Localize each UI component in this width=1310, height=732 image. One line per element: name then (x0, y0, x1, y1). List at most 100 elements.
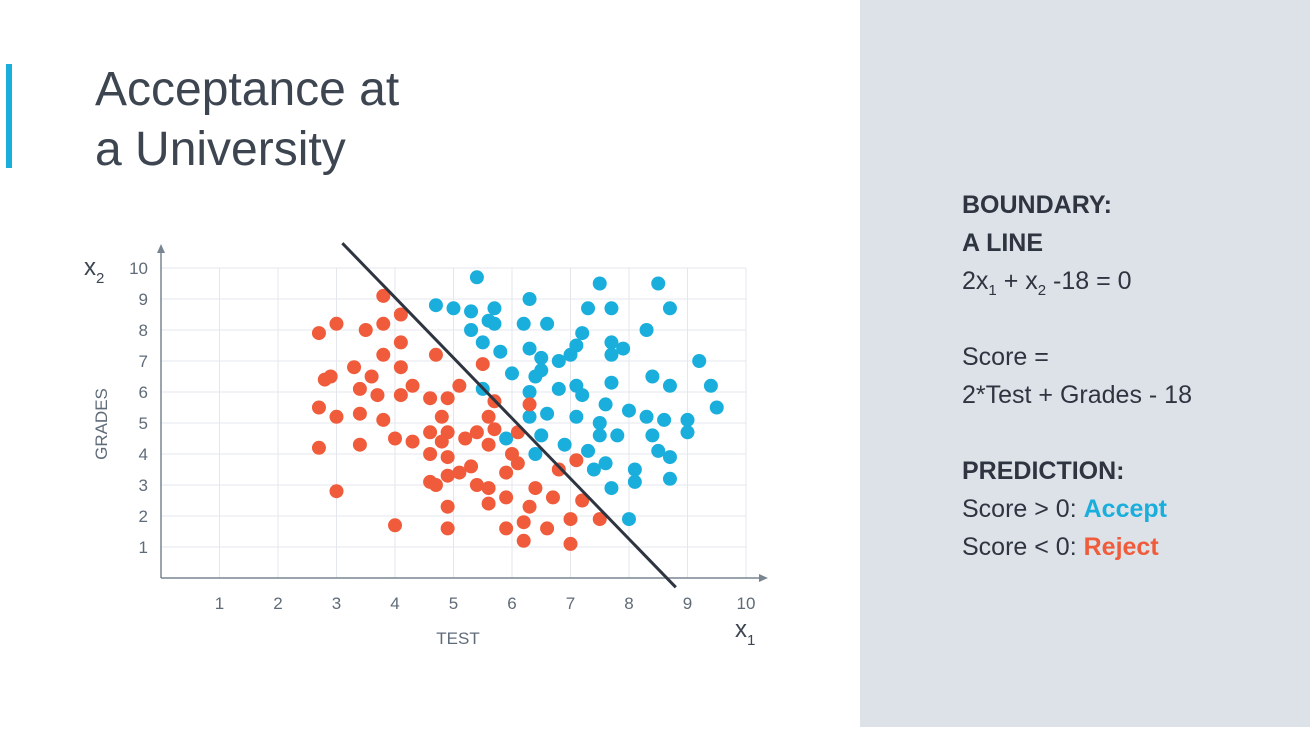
y-tick-label: 4 (139, 445, 148, 464)
x-tick-label: 3 (332, 594, 341, 613)
side-panel: BOUNDARY: A LINE 2x1 + x2 -18 = 0 Score … (860, 0, 1310, 727)
accept-point (703, 378, 718, 393)
accept-point (534, 428, 549, 443)
x-axis-symbol-sub: 1 (747, 632, 755, 649)
reject-point (393, 388, 408, 403)
accept-point (522, 385, 537, 399)
reject-point (428, 478, 443, 492)
reject-point (499, 490, 514, 505)
reject-point (464, 459, 479, 474)
y-tick-label: 8 (139, 321, 148, 340)
accept-point (622, 403, 636, 418)
accept-point (645, 428, 660, 443)
accept-point (639, 409, 654, 424)
reject-point (522, 397, 537, 412)
y-tick-label: 3 (139, 476, 148, 495)
reject-rule: Score < 0: Reject (962, 528, 1192, 566)
accept-point (469, 270, 484, 285)
x-tick-label: 4 (390, 594, 399, 613)
accept-rule: Score > 0: Accept (962, 490, 1192, 528)
y-axis-label: GRADES (92, 388, 111, 460)
reject-point (440, 521, 455, 536)
reject-point (388, 431, 402, 446)
accept-point (487, 316, 502, 331)
y-tick-label: 9 (139, 290, 148, 309)
title-line-2: a University (95, 123, 346, 176)
equation-term-3: -18 = 0 (1046, 267, 1132, 295)
reject-point (481, 437, 496, 452)
accept-point (680, 425, 695, 440)
accept-point (645, 369, 660, 384)
reject-point (440, 499, 455, 514)
accept-point (604, 347, 619, 362)
reject-point (516, 515, 531, 530)
reject-point (481, 409, 496, 424)
x-tick-label: 10 (737, 594, 756, 613)
reject-point (540, 521, 555, 536)
y-axis-symbol-base: x (84, 254, 96, 281)
reject-point (311, 400, 326, 415)
x-tick-label: 9 (683, 594, 692, 613)
accept-point (709, 400, 724, 415)
x-axis-symbol: x1 (735, 616, 755, 649)
accept-point (575, 388, 590, 403)
reject-point (405, 434, 420, 449)
prediction-heading: PREDICTION: (962, 457, 1125, 485)
accept-point (487, 301, 502, 316)
accept-point (540, 406, 555, 421)
x-axis-arrow-icon (759, 574, 768, 582)
accept-point (464, 323, 479, 337)
accept-point (581, 301, 596, 316)
panel-text: BOUNDARY: A LINE 2x1 + x2 -18 = 0 Score … (962, 186, 1192, 566)
reject-point (440, 391, 455, 406)
reject-point (563, 536, 578, 551)
accept-point (464, 304, 479, 319)
y-tick-label: 6 (139, 383, 148, 402)
score-line-2: 2*Test + Grades - 18 (962, 381, 1192, 409)
accept-point (598, 456, 613, 471)
reject-point (563, 512, 578, 527)
accept-point (551, 381, 566, 396)
reject-point (388, 518, 402, 533)
reject-point (528, 481, 543, 496)
accept-point (627, 474, 642, 489)
accept-point (551, 354, 566, 368)
y-tick-label: 7 (139, 352, 148, 371)
accept-point (598, 397, 613, 412)
slide-title: Acceptance at a University (95, 60, 399, 180)
y-tick-label: 10 (129, 259, 148, 278)
x-tick-label: 2 (273, 594, 282, 613)
reject-point (376, 347, 391, 362)
accept-point (522, 341, 537, 356)
reject-point (434, 409, 449, 424)
accept-point (534, 363, 549, 378)
reject-point (516, 533, 531, 548)
accept-point (662, 301, 677, 316)
accept-point (604, 335, 619, 350)
reject-point (475, 357, 490, 372)
reject-prefix: Score < 0: (962, 533, 1084, 561)
reject-point (545, 490, 560, 505)
accept-point (651, 276, 666, 291)
reject-point (393, 307, 408, 322)
x-tick-label: 8 (624, 594, 633, 613)
accept-point (475, 335, 490, 350)
reject-point (487, 422, 502, 437)
reject-point (510, 456, 525, 471)
accept-point (610, 428, 625, 443)
accept-point (446, 301, 461, 316)
reject-point (352, 381, 367, 396)
reject-point (575, 493, 590, 508)
y-tick-label: 5 (139, 414, 148, 433)
accept-point (528, 447, 543, 461)
accept-point (575, 326, 590, 341)
accept-point (639, 323, 654, 337)
reject-point (323, 369, 338, 384)
reject-point (347, 360, 362, 375)
reject-point (352, 437, 367, 452)
boundary-subheading: A LINE (962, 229, 1044, 257)
accept-point (522, 292, 537, 306)
reject-point (551, 462, 566, 477)
reject-point (434, 434, 449, 449)
boundary-heading: BOUNDARY: (962, 191, 1112, 219)
